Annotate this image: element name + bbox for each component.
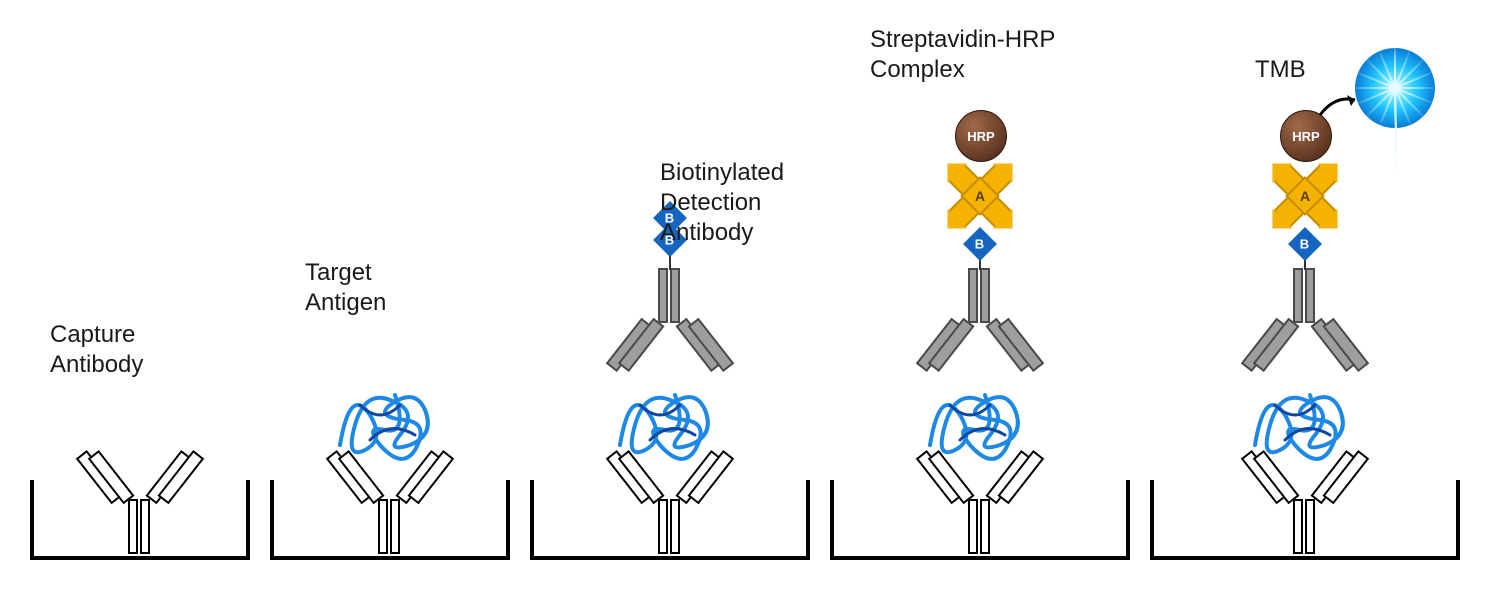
hrp-text: HRP [967, 129, 994, 144]
streptavidin-icon: A [1265, 156, 1345, 236]
streptavidin-text: A [1300, 188, 1310, 204]
panel-capture-antibody [30, 400, 250, 560]
biotin-text: B [975, 236, 984, 251]
elisa-diagram: Capture Antibody Target Antigen [0, 0, 1500, 600]
panel-tmb: B A HRP [1150, 40, 1460, 560]
antigen-icon [920, 375, 1040, 465]
antigen-icon [610, 375, 730, 465]
antigen-icon [1245, 375, 1365, 465]
streptavidin-icon: A [940, 156, 1020, 236]
panel-target-antigen [270, 330, 510, 560]
capture-antibody-icon [80, 434, 200, 554]
label-capture-antibody: Capture Antibody [50, 320, 143, 380]
panel-streptavidin-hrp: B A HRP [830, 80, 1130, 560]
antigen-icon [330, 375, 450, 465]
label-streptavidin-hrp: Streptavidin-HRP Complex [870, 25, 1055, 85]
label-detection-antibody: Biotinylated Detection Antibody [660, 158, 784, 248]
detection-antibody-icon [920, 268, 1040, 388]
hrp-icon: HRP [955, 110, 1007, 162]
hrp-text: HRP [1292, 129, 1319, 144]
detection-antibody-icon [1245, 268, 1365, 388]
streptavidin-text: A [975, 188, 985, 204]
label-target-antigen: Target Antigen [305, 258, 386, 318]
arrow-icon [1315, 90, 1365, 120]
label-tmb: TMB [1255, 55, 1306, 85]
detection-antibody-icon [610, 268, 730, 388]
biotin-text: B [1300, 236, 1309, 251]
tmb-glow-icon [1355, 48, 1435, 128]
